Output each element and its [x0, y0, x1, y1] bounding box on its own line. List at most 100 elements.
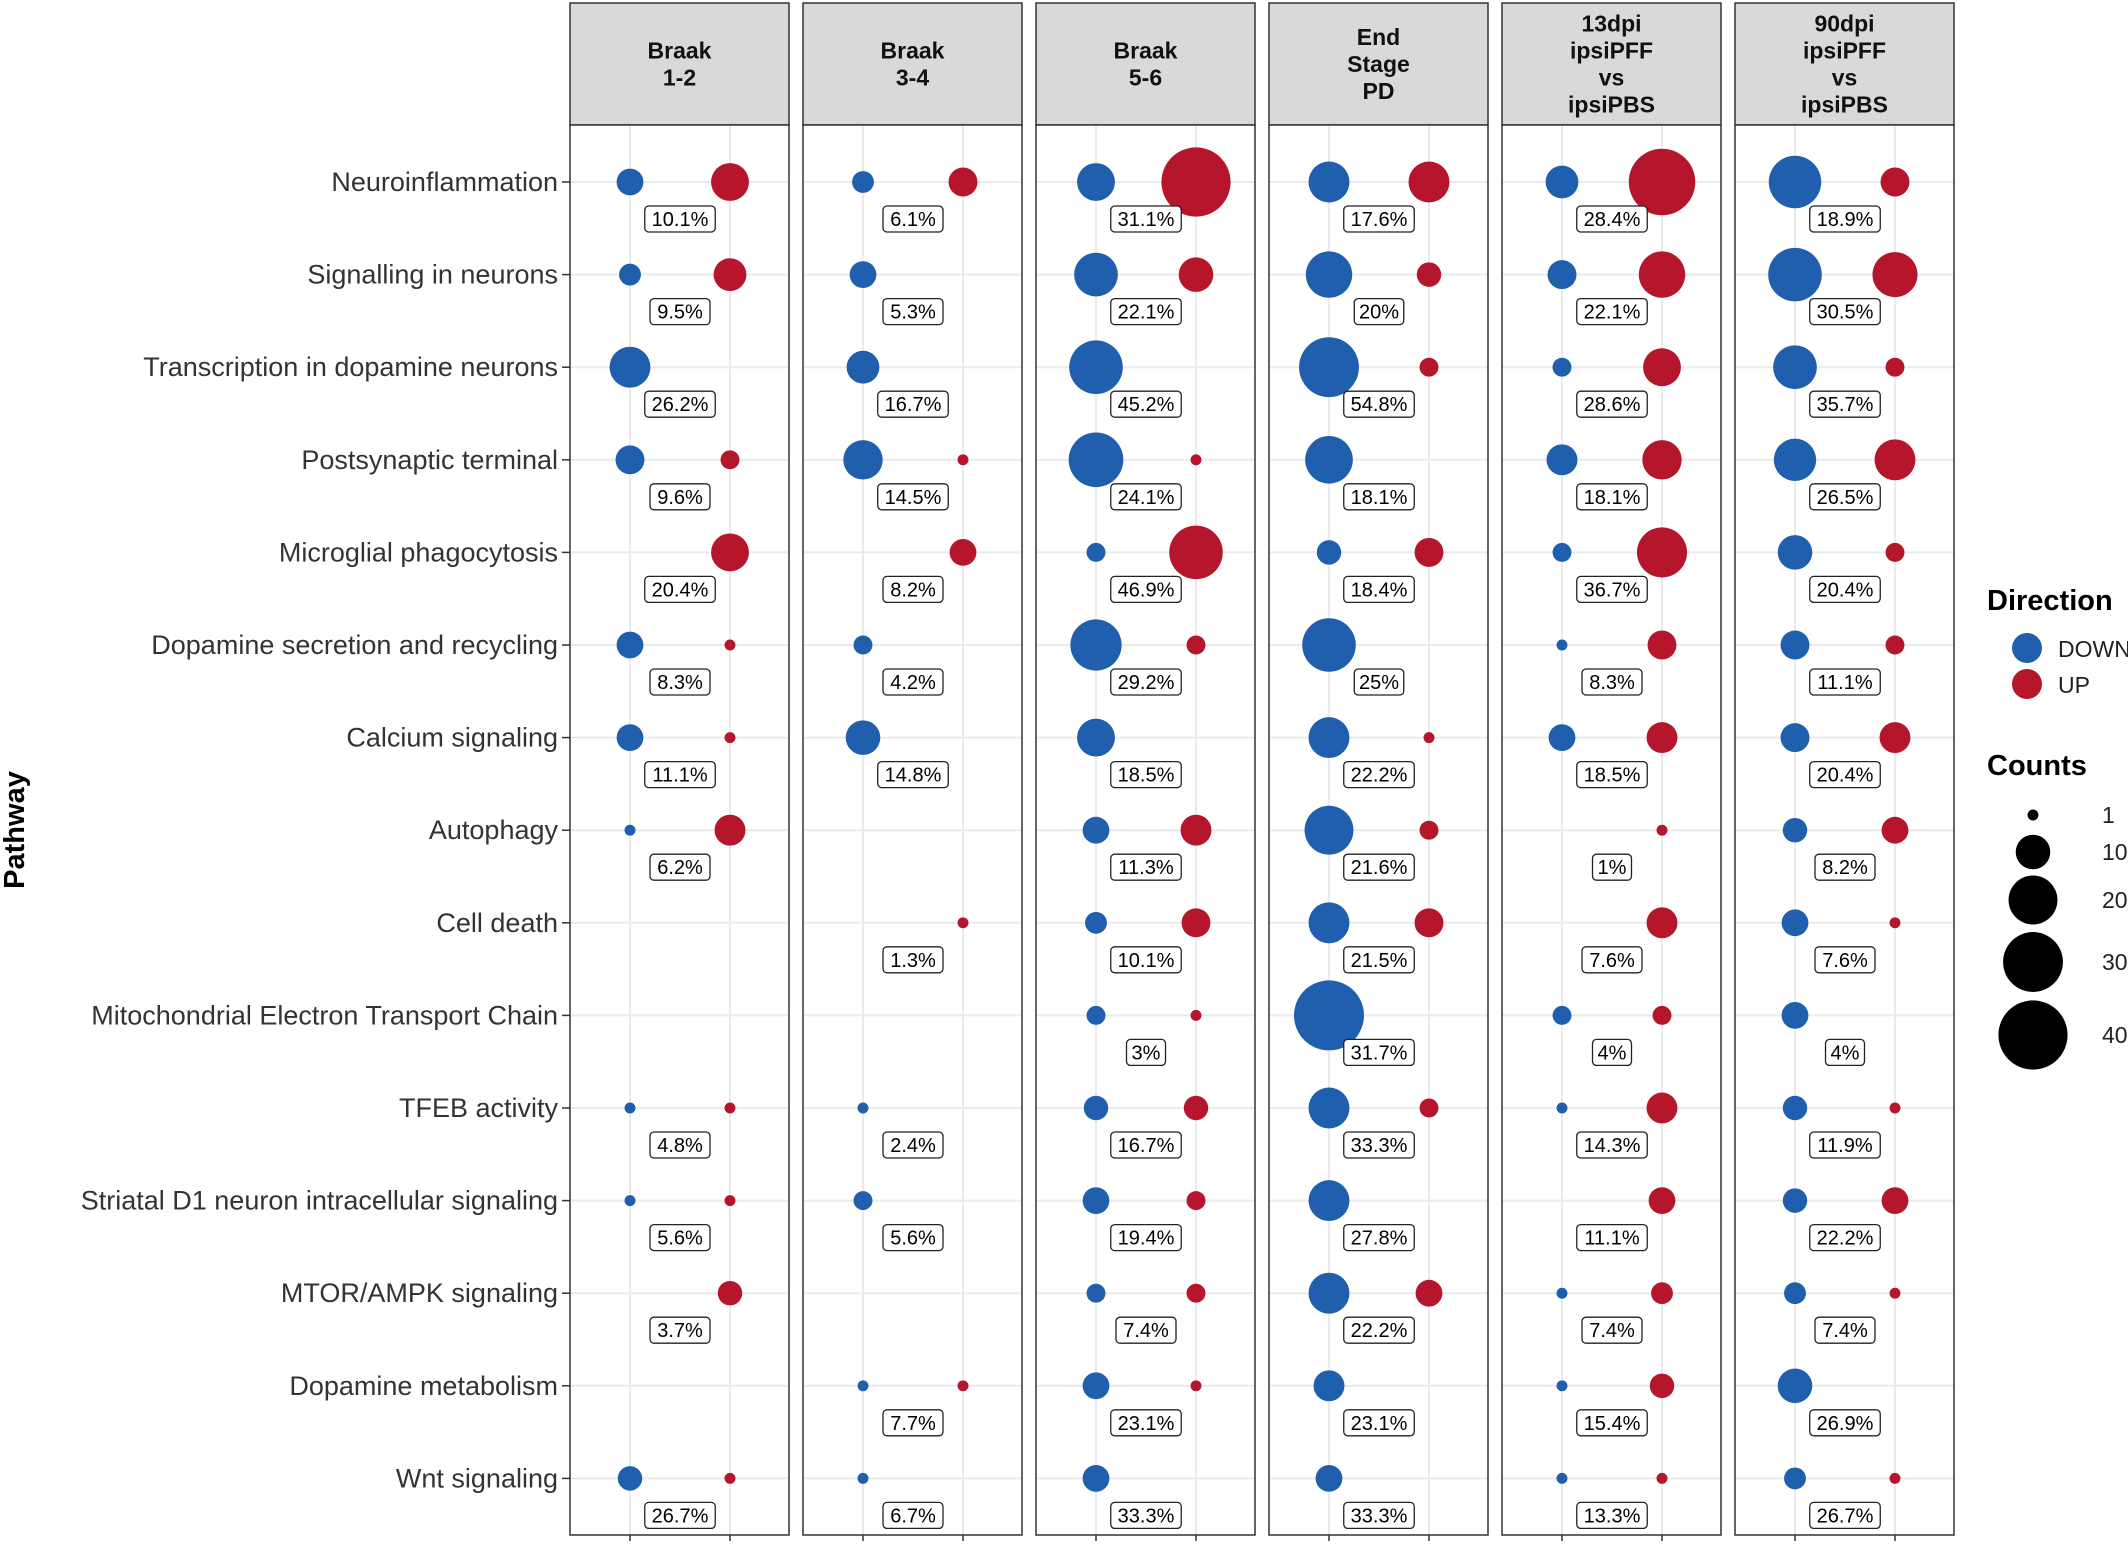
- bubble-down-postsynaptic-terminal-facet-5: [1546, 444, 1578, 476]
- bubble-down-wnt-signaling-facet-5: [1556, 1472, 1568, 1484]
- legend-size-circle-10: [2015, 834, 2051, 870]
- percent-label-box: [1809, 760, 1881, 789]
- row-label-transcription-in-dopamine-neurons: Transcription in dopamine neurons: [143, 352, 558, 382]
- percent-label-box: [1809, 483, 1881, 511]
- bubble-up-signalling-in-neurons-facet-3: [1178, 257, 1214, 292]
- bubble-up-mitochondrial-electron-transport-chain-facet-5: [1652, 1005, 1672, 1025]
- bubble-up-mtor-ampk-signaling-facet-3: [1186, 1283, 1206, 1303]
- legend-size-circle-20: [2008, 875, 2058, 925]
- facet-6-panel: 90dpi ipsiPFF vs ipsiPBS 18.9% 30.5% 35.7% 26.5…: [1734, 2, 1955, 1541]
- percent-label: 9.6%: [657, 487, 703, 509]
- percent-label-box: [1576, 390, 1648, 418]
- percent-label: 4.2%: [890, 672, 936, 694]
- row-label-neuroinflammation: Neuroinflammation: [331, 167, 558, 197]
- legend-size-circle-40: [1998, 1000, 2068, 1070]
- bubble-up-neuroinflammation-facet-5: [1628, 148, 1696, 216]
- bubble-down-dopamine-metabolism-facet-2: [857, 1380, 869, 1392]
- facet-1-panel: Braak 1-2 10.1% 9.5% 26.2% 9.6% 20.4% 8.3% 11.1%…: [569, 2, 790, 1541]
- bubble-up-transcription-in-dopamine-neurons-facet-6: [1885, 357, 1905, 377]
- bubble-down-autophagy-facet-6: [1782, 817, 1808, 843]
- percent-label: 29.2%: [1118, 672, 1175, 694]
- strip-label-line: PD: [1363, 78, 1395, 104]
- percent-label-box: [1110, 1223, 1182, 1252]
- percent-label: 16.7%: [1118, 1135, 1175, 1157]
- percent-label: 5.6%: [657, 1228, 703, 1250]
- percent-label: 7.7%: [890, 1413, 936, 1435]
- bubble-down-autophagy-facet-1: [624, 824, 636, 836]
- percent-label-box: [1343, 946, 1415, 974]
- percent-label-box: [649, 483, 711, 511]
- bubble-up-cell-death-facet-2: [957, 917, 969, 929]
- row-label-signalling-in-neurons: Signalling in neurons: [307, 260, 558, 290]
- percent-label: 22.1%: [1584, 302, 1641, 324]
- percent-label: 36.7%: [1584, 579, 1641, 601]
- facet-4-panel-border: [1268, 124, 1489, 1536]
- bubble-down-striatal-d1-neuron-intracellular-signaling-facet-4: [1308, 1180, 1350, 1222]
- bubble-up-dopamine-metabolism-facet-5: [1649, 1373, 1675, 1399]
- percent-label-box: [644, 1501, 716, 1530]
- legend-size-label-30: 30: [2102, 949, 2128, 975]
- percent-label: 4.8%: [657, 1135, 703, 1157]
- percent-label: 33.3%: [1351, 1505, 1408, 1527]
- percent-label: 11.1%: [1817, 672, 1872, 694]
- legend-label-down: DOWN: [2058, 636, 2128, 662]
- percent-label-box: [1343, 205, 1415, 233]
- bubble-down-dopamine-secretion-and-recycling-facet-5: [1556, 639, 1568, 651]
- legend-swatch-up: [2012, 669, 2042, 699]
- bubble-up-postsynaptic-terminal-facet-5: [1642, 440, 1682, 480]
- percent-label-box: [1110, 1501, 1182, 1530]
- percent-label: 10.1%: [1118, 950, 1175, 972]
- percent-label-box: [1110, 1131, 1182, 1159]
- facet-1-strip: [569, 2, 790, 126]
- bubble-down-calcium-signaling-facet-2: [845, 720, 881, 755]
- bubble-down-dopamine-metabolism-facet-5: [1556, 1380, 1568, 1392]
- bubble-down-mitochondrial-electron-transport-chain-facet-4: [1294, 980, 1364, 1051]
- percent-label-box: [644, 575, 716, 604]
- percent-label-box: [644, 760, 716, 789]
- bubble-down-signalling-in-neurons-facet-2: [849, 261, 877, 288]
- bubble-down-tfeb-activity-facet-1: [624, 1102, 636, 1114]
- bubble-up-striatal-d1-neuron-intracellular-signaling-facet-3: [1186, 1191, 1206, 1211]
- bubble-down-transcription-in-dopamine-neurons-facet-6: [1773, 345, 1817, 390]
- percent-label-box: [1576, 483, 1648, 511]
- facet-1-strip-label: Braak 1-2: [648, 38, 712, 91]
- percent-label: 7.4%: [1822, 1320, 1868, 1342]
- percent-label: 30.5%: [1817, 302, 1874, 324]
- percent-label: 14.3%: [1584, 1135, 1641, 1157]
- row-label-dopamine-metabolism: Dopamine metabolism: [289, 1371, 558, 1401]
- percent-label: 23.1%: [1118, 1413, 1175, 1435]
- percent-label: 3%: [1132, 1042, 1161, 1064]
- bubble-down-transcription-in-dopamine-neurons-facet-5: [1552, 357, 1572, 377]
- facet-6-panel-border: [1734, 124, 1955, 1536]
- strip-label-line: Braak: [1114, 38, 1178, 64]
- percent-label: 31.1%: [1118, 209, 1175, 231]
- bubble-down-calcium-signaling-facet-6: [1780, 723, 1810, 753]
- strip-label-line: vs: [1832, 65, 1858, 91]
- percent-label: 1%: [1598, 857, 1627, 879]
- percent-label: 26.7%: [1817, 1505, 1874, 1527]
- facet-2-strip-label: Braak 3-4: [881, 38, 945, 91]
- strip-label-line: 3-4: [896, 65, 929, 91]
- percent-label-box: [882, 1501, 944, 1530]
- bubble-down-striatal-d1-neuron-intracellular-signaling-facet-1: [624, 1195, 636, 1207]
- legend-size-label-20: 20: [2102, 887, 2128, 913]
- bubble-up-neuroinflammation-facet-2: [948, 167, 978, 197]
- percent-label-box: [1809, 575, 1881, 604]
- percent-label-box: [1809, 390, 1881, 418]
- percent-label-box: [882, 297, 944, 326]
- percent-label-box: [1343, 1223, 1415, 1252]
- bubble-up-tfeb-activity-facet-3: [1183, 1095, 1209, 1121]
- percent-label: 8.2%: [1822, 857, 1868, 879]
- facet-4-panel: End Stage PD 17.6% 20% 54.8% 18.1% 18.4% 25% 22.2…: [1268, 2, 1489, 1541]
- percent-label-box: [1591, 853, 1633, 881]
- percent-label: 10.1%: [652, 209, 709, 231]
- bubble-down-signalling-in-neurons-facet-1: [619, 263, 641, 286]
- legend-size-label-40: 40: [2102, 1022, 2128, 1048]
- bubble-down-cell-death-facet-3: [1085, 911, 1107, 934]
- strip-label-line: 90dpi: [1814, 11, 1874, 37]
- bubble-down-dopamine-secretion-and-recycling-facet-3: [1070, 619, 1122, 671]
- percent-label-box: [1809, 1501, 1881, 1530]
- bubble-down-postsynaptic-terminal-facet-6: [1773, 438, 1817, 481]
- percent-label-box: [882, 946, 944, 974]
- bubble-up-autophagy-facet-5: [1656, 824, 1668, 836]
